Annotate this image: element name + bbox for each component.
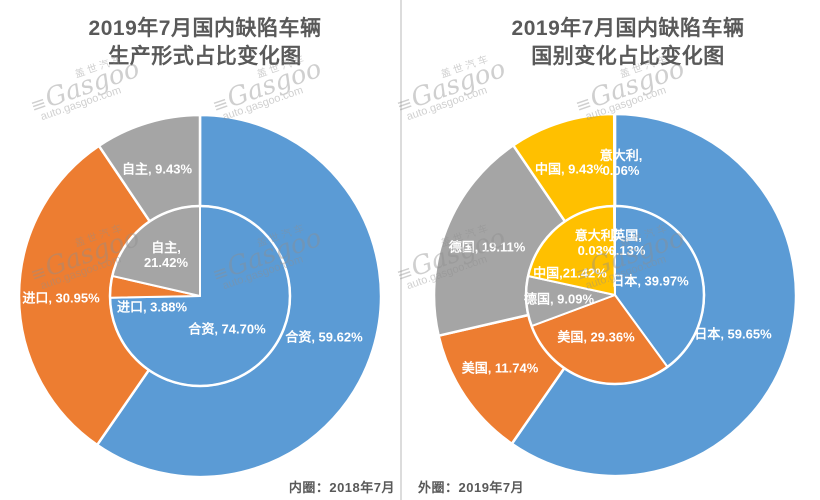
outer-ring-caption: 外圈：2019年7月 <box>418 480 525 495</box>
slice-label-美国: 美国, 29.36% <box>557 330 635 345</box>
slice-label-进口: 进口, 3.88% <box>117 300 188 315</box>
slice-label-自主: 自主, 9.43% <box>122 162 193 177</box>
panel-divider <box>400 0 402 500</box>
right-chart-title-line1: 2019年7月国内缺陷车辆 <box>511 17 745 40</box>
inner-ring-caption: 内圈：2018年7月 <box>288 480 395 495</box>
production-form-pie-chart: 合资, 59.62% 进口, 30.95% 自主, 9.43% 合资, 74.70%进… <box>17 113 383 479</box>
slice-label-意大利: 意大利, 0.06% <box>600 148 643 178</box>
slice-label-美国: 美国, 11.74% <box>462 361 539 376</box>
left-chart-panel: 2019年7月国内缺陷车辆 生产形式占比变化图 合资, 59.62% 进口, 30… <box>0 15 410 495</box>
slice-label-中国: 中国,21.42% <box>533 266 607 281</box>
right-chart-panel: 2019年7月国内缺陷车辆 国别变化占比变化图 日本, 59.65% 美国, 11… <box>410 0 820 500</box>
slice-label-德国: 德国, 9.09% <box>524 292 595 307</box>
slice-label-中国: 中国, 9.43% <box>535 162 606 177</box>
slice-label-日本: 日本, 59.65% <box>694 327 772 342</box>
slice-label-合资: 合资, 59.62% <box>285 330 363 345</box>
left-chart-title-line2: 生产形式占比变化图 <box>108 45 302 68</box>
slice-label-进口: 进口, 30.95% <box>22 291 100 306</box>
slice-label-英国: 英国, 0.13% <box>609 228 646 258</box>
slice-label-德国: 德国, 19.11% <box>449 240 526 255</box>
country-pie-chart: 日本, 59.65%美国, 11.74%德国, 19.11%中国, 9.43%意… <box>432 112 798 478</box>
left-chart-title-line1: 2019年7月国内缺陷车辆 <box>88 17 322 40</box>
right-chart-title: 2019年7月国内缺陷车辆 国别变化占比变化图 <box>410 15 820 71</box>
right-chart-title-line2: 国别变化占比变化图 <box>531 45 725 68</box>
slice-label-意大利: 意大利, 0.03% <box>575 228 618 258</box>
slice-label-自主: 自主, 21.42% <box>144 240 189 270</box>
left-chart-title: 2019年7月国内缺陷车辆 生产形式占比变化图 <box>0 15 410 71</box>
slice-label-合资: 合资, 74.70% <box>188 322 266 337</box>
inner-ring-outline <box>108 204 292 388</box>
inner-ring-outline <box>524 204 706 386</box>
slice-label-日本: 日本, 39.97% <box>611 274 689 289</box>
